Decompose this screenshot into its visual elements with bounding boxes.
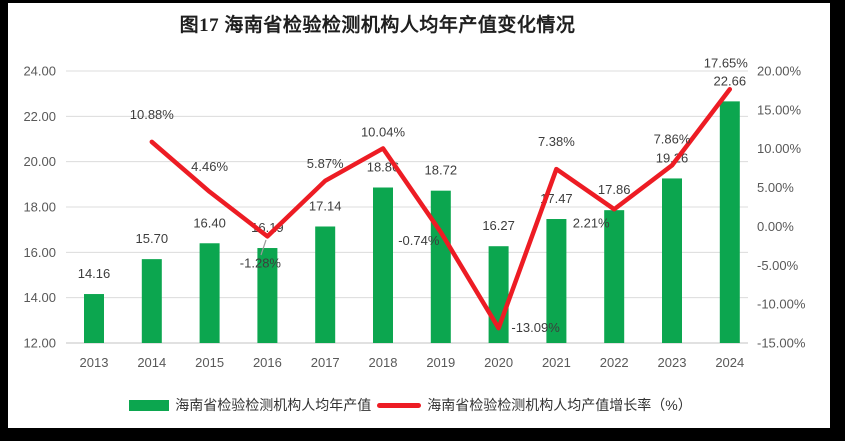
bar-value-label-2022: 17.86 bbox=[598, 182, 631, 197]
x-tick-2020: 2020 bbox=[484, 355, 513, 370]
growth-rate-line bbox=[149, 87, 733, 331]
growth-rate-label-2019: -0.74% bbox=[398, 233, 440, 248]
x-tick-2016: 2016 bbox=[253, 355, 282, 370]
x-tick-2018: 2018 bbox=[369, 355, 398, 370]
bar-value-label-2015: 16.40 bbox=[193, 215, 226, 230]
growth-rate-label-2015: 4.46% bbox=[191, 159, 228, 174]
x-tick-2013: 2013 bbox=[80, 355, 109, 370]
growth-rate-label-2020: -13.09% bbox=[511, 320, 560, 335]
x-tick-2017: 2017 bbox=[311, 355, 340, 370]
growth-rate-label-2014: 10.88% bbox=[130, 107, 175, 122]
bar-series-swatch-icon bbox=[129, 399, 170, 411]
chart-title: 图17 海南省检验检测机构人均年产值变化情况 bbox=[179, 15, 576, 36]
frame-bottom bbox=[0, 428, 845, 441]
left-axis-tick-14.00: 14.00 bbox=[23, 290, 56, 305]
x-tick-2015: 2015 bbox=[195, 355, 224, 370]
bar-value-label-2013: 14.16 bbox=[78, 266, 111, 281]
bar-2017 bbox=[315, 226, 336, 343]
legend-item-bar-series: 海南省检验检测机构人均年产值 bbox=[129, 395, 371, 415]
bar-value-label-2020: 16.27 bbox=[482, 218, 515, 233]
bar-2022 bbox=[604, 210, 625, 343]
frame-right bbox=[830, 0, 845, 441]
growth-rate-label-2018: 10.04% bbox=[361, 124, 406, 139]
growth-rate-label-2023: 7.86% bbox=[654, 131, 691, 146]
x-tick-2023: 2023 bbox=[658, 355, 687, 370]
bar-2018 bbox=[373, 187, 393, 343]
right-axis-tick-10.00%: 10.00% bbox=[757, 141, 802, 156]
bar-value-label-2024: 22.66 bbox=[714, 73, 747, 88]
chart-legend: 海南省检验检测机构人均年产值 海南省检验检测机构人均产值增长率（%） bbox=[0, 395, 833, 415]
bar-value-label-2014: 15.70 bbox=[136, 231, 169, 246]
left-axis-tick-22.00: 22.00 bbox=[23, 109, 56, 124]
bar-value-label-2017: 17.14 bbox=[309, 198, 342, 213]
right-axis-tick-15.00%: 15.00% bbox=[757, 102, 802, 117]
line-series-label: 海南省检验检测机构人均产值增长率（%） bbox=[427, 397, 692, 413]
left-axis-tick-18.00: 18.00 bbox=[23, 200, 56, 215]
right-axis-tick-20.00%: 20.00% bbox=[757, 64, 802, 79]
bar-value-label-2019: 18.72 bbox=[425, 163, 458, 178]
bar-series-label: 海南省检验检测机构人均年产值 bbox=[175, 397, 372, 413]
growth-rate-label-2016: -1.28% bbox=[240, 255, 282, 270]
growth-rate-label-2017: 5.87% bbox=[307, 156, 344, 171]
x-tick-2022: 2022 bbox=[600, 355, 629, 370]
bar-2016 bbox=[257, 248, 278, 343]
left-axis-tick-16.00: 16.00 bbox=[23, 245, 56, 260]
growth-rate-label-2022: 2.21% bbox=[573, 215, 610, 230]
left-axis-tick-12.00: 12.00 bbox=[23, 336, 56, 351]
x-tick-2024: 2024 bbox=[715, 355, 744, 370]
line-series-swatch-icon bbox=[377, 402, 422, 408]
x-tick-2021: 2021 bbox=[542, 355, 571, 370]
bar-2021 bbox=[546, 219, 567, 343]
bar-2023 bbox=[662, 178, 682, 343]
bar-2014 bbox=[141, 259, 162, 343]
right-axis-tick--15.00%: -15.00% bbox=[757, 336, 806, 351]
bar-2013 bbox=[84, 294, 104, 343]
leader-line-2016 bbox=[260, 239, 267, 256]
bar-2015 bbox=[199, 243, 220, 343]
growth-rate-label-2021: 7.38% bbox=[538, 134, 575, 149]
bar-2019 bbox=[430, 190, 451, 343]
left-axis-tick-20.00: 20.00 bbox=[23, 154, 56, 169]
growth-rate-label-2024: 17.65% bbox=[704, 55, 749, 70]
right-axis-tick--10.00%: -10.00% bbox=[757, 297, 806, 312]
frame-top bbox=[0, 0, 845, 3]
left-axis-tick-24.00: 24.00 bbox=[23, 64, 56, 79]
x-tick-2019: 2019 bbox=[426, 355, 455, 370]
right-axis-tick-5.00%: 5.00% bbox=[757, 180, 794, 195]
bar-2024 bbox=[719, 101, 740, 343]
right-axis-tick--5.00%: -5.00% bbox=[757, 258, 799, 273]
x-tick-2014: 2014 bbox=[137, 355, 166, 370]
frame-left bbox=[0, 0, 8, 441]
legend-item-line-series: 海南省检验检测机构人均产值增长率（%） bbox=[377, 395, 692, 415]
right-axis-tick-0.00%: 0.00% bbox=[757, 219, 794, 234]
